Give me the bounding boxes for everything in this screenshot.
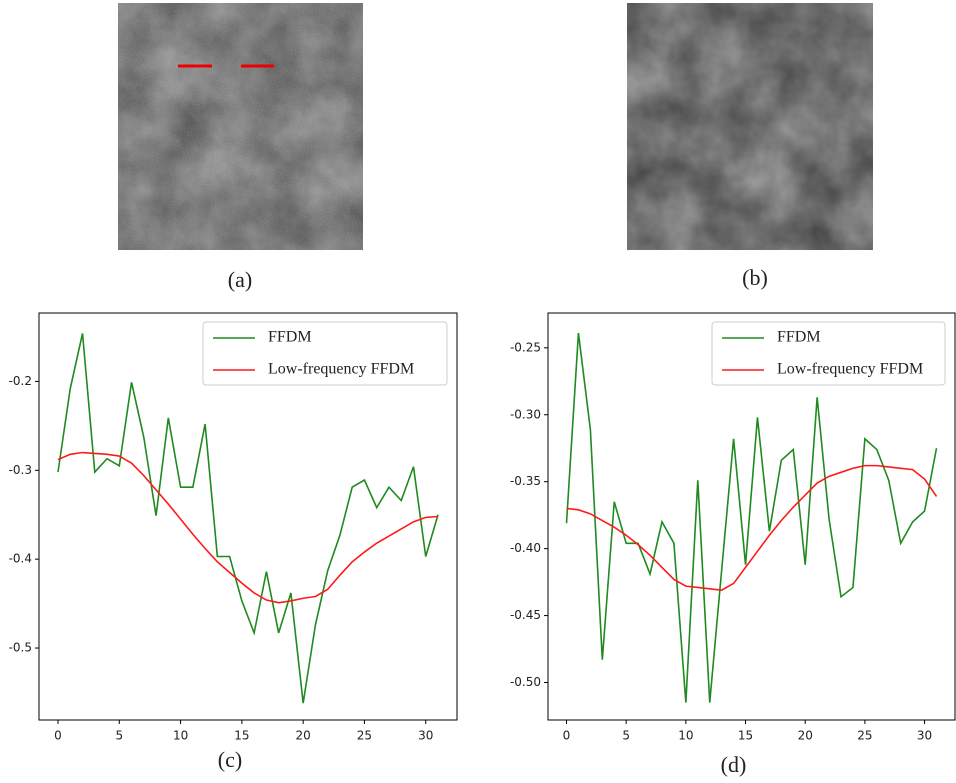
caption: (d) <box>721 752 747 777</box>
legend-label: Low-frequency FFDM <box>268 361 414 378</box>
x-tick-label: 30 <box>418 729 433 743</box>
series-line <box>565 332 938 703</box>
caption: (c) <box>218 747 242 772</box>
plot-frame <box>38 312 458 721</box>
x-tick-label: 5 <box>115 729 123 743</box>
y-tick-label: -0.3 <box>9 463 32 477</box>
x-tick-label: 15 <box>234 729 249 743</box>
y-tick-label: -0.35 <box>510 474 541 488</box>
y-tick-label: -0.30 <box>510 407 541 421</box>
y-tick-label: -0.50 <box>510 675 541 689</box>
y-tick-label: -0.5 <box>9 641 32 655</box>
legend-label: Low-frequency FFDM <box>777 361 923 378</box>
image-b <box>627 3 873 250</box>
series-line <box>57 333 439 704</box>
y-tick-label: -0.40 <box>510 541 541 555</box>
legend-label: FFDM <box>268 329 312 346</box>
x-tick-label: 20 <box>798 729 813 743</box>
y-tick-label: -0.4 <box>9 552 32 566</box>
legend-box <box>202 321 448 386</box>
x-tick-label: 5 <box>622 729 630 743</box>
x-tick-label: 10 <box>678 729 693 743</box>
x-tick-label: 0 <box>54 729 62 743</box>
x-tick-label: 15 <box>738 729 753 743</box>
x-tick-label: 25 <box>357 729 372 743</box>
series-line <box>57 451 439 604</box>
x-tick-label: 10 <box>173 729 188 743</box>
y-tick-label: -0.2 <box>9 374 32 388</box>
caption: (b) <box>742 265 768 290</box>
image-a <box>118 3 363 250</box>
plot-frame <box>547 312 956 721</box>
x-tick-label: 20 <box>296 729 311 743</box>
series-line <box>566 464 938 591</box>
x-tick-label: 25 <box>857 729 872 743</box>
x-tick-label: 30 <box>917 729 932 743</box>
legend-box <box>711 321 946 386</box>
y-tick-label: -0.45 <box>510 608 541 622</box>
x-tick-label: 0 <box>563 729 571 743</box>
y-tick-label: -0.25 <box>510 340 541 354</box>
caption: (a) <box>228 267 252 292</box>
legend-label: FFDM <box>777 329 821 346</box>
